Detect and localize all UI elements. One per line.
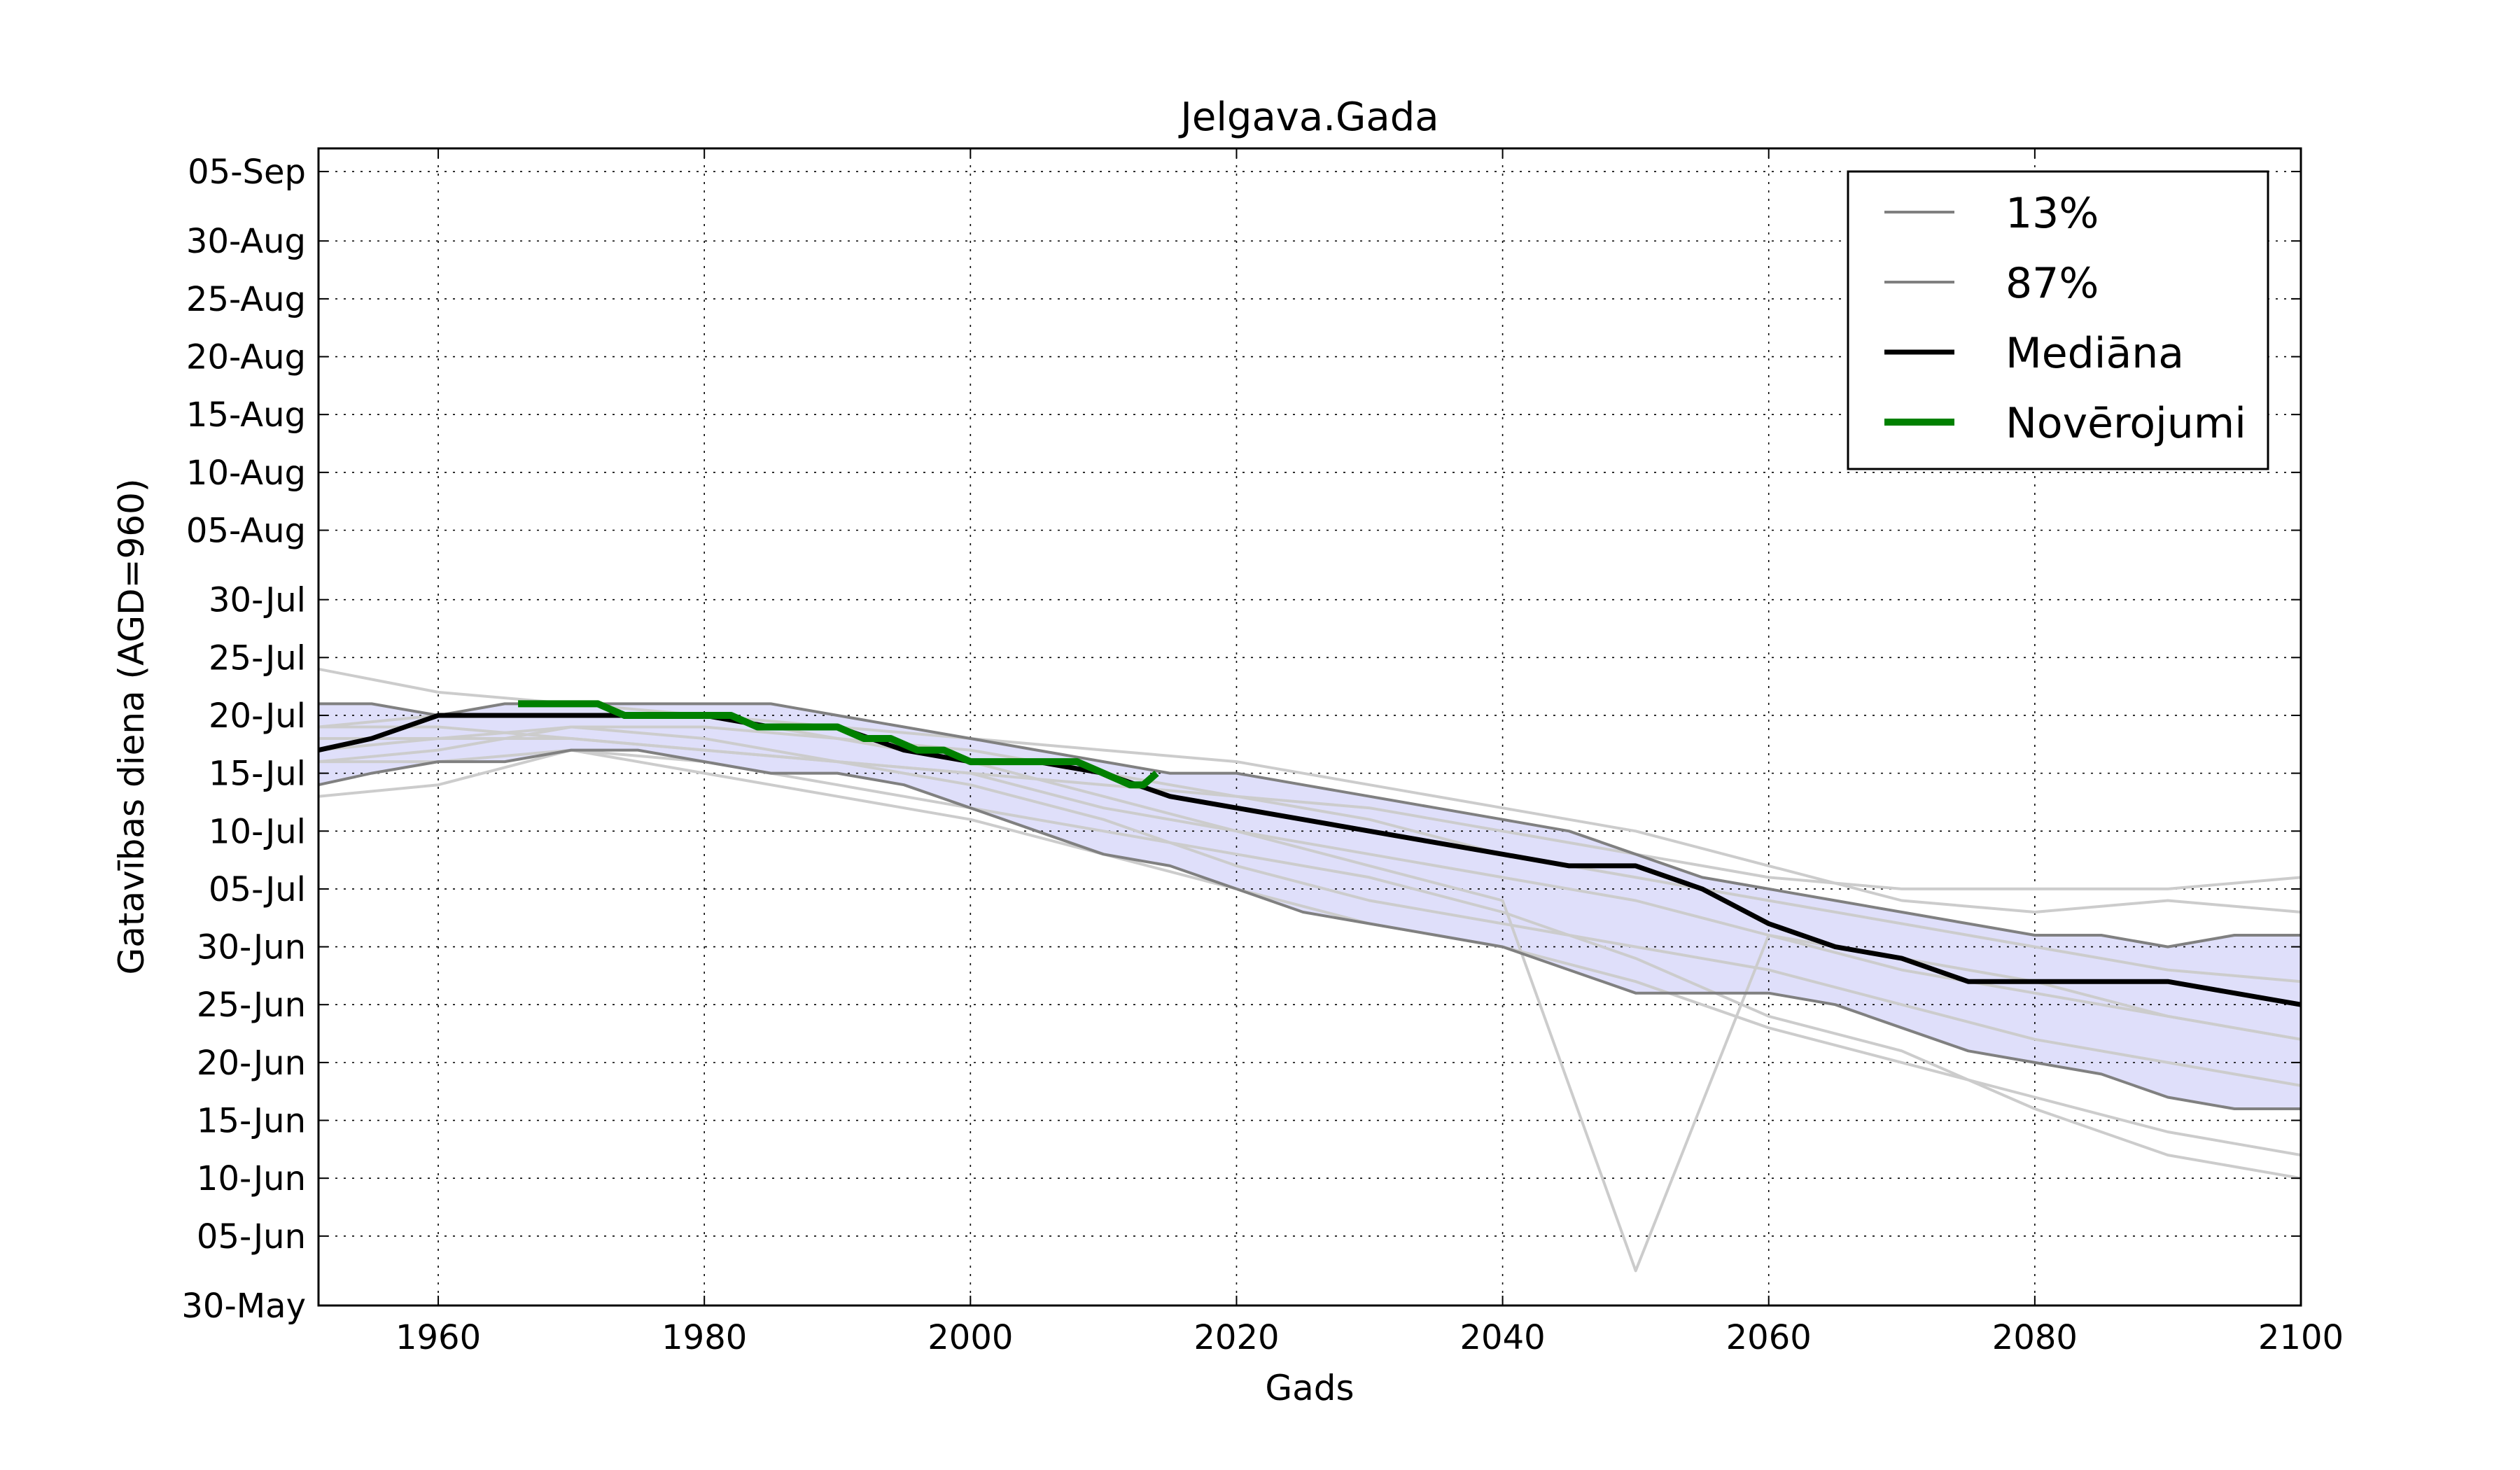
y-tick-label: 20-Aug <box>186 338 306 377</box>
series-line <box>318 748 2301 1110</box>
y-tick-label: 30-Jul <box>209 581 306 620</box>
ensemble-members-layer <box>318 667 2302 1273</box>
y-tick-label: 10-Jul <box>209 812 306 851</box>
x-axis-title: Gads <box>1265 1368 1354 1408</box>
y-axis-title: Gatavības diena (AGD=960) <box>111 479 152 975</box>
y-tick-label: 10-Jun <box>197 1159 306 1198</box>
legend-label: Novērojumi <box>2005 399 2246 448</box>
plot-frame <box>317 147 2302 1307</box>
x-tick-label: 1980 <box>662 1318 747 1357</box>
y-tick-label: 25-Jul <box>209 638 306 678</box>
x-tick-label: 1960 <box>396 1318 481 1357</box>
series-line <box>518 700 1159 789</box>
y-tick-label: 05-Jul <box>209 870 306 909</box>
x-tick-label: 2060 <box>1726 1318 1812 1357</box>
x-tick-label: 2100 <box>2258 1318 2344 1357</box>
series-layer <box>318 700 2302 1110</box>
y-tick-label: 15-Aug <box>186 396 306 435</box>
ensemble-member-line <box>318 725 2302 1087</box>
y-tick-label: 20-Jul <box>209 696 306 736</box>
chart-title: Jelgava.Gada <box>1178 94 1438 140</box>
y-tick-label: 20-Jun <box>197 1044 306 1083</box>
uncertainty-band-layer <box>318 704 2301 1109</box>
y-tick-label: 05-Jun <box>197 1217 306 1256</box>
legend-label: Mediāna <box>2005 329 2184 378</box>
ensemble-member-line <box>318 748 2302 1180</box>
ticks-layer: 1960 1980 2000 2020 2040 2060 2080 2100 30-May 05… <box>181 148 2344 1357</box>
legend-label: 87% <box>2005 259 2099 308</box>
y-tick-label: 25-Jun <box>197 986 306 1025</box>
y-tick-label: 05-Aug <box>186 511 306 550</box>
y-tick-label: 05-Sep <box>188 153 306 192</box>
x-tick-label: 2020 <box>1194 1318 1279 1357</box>
legend: 13% 87% Mediāna Novērojumi <box>1847 170 2269 470</box>
x-tick-label: 2080 <box>1992 1318 2078 1357</box>
y-tick-label: 30-Jun <box>197 928 306 967</box>
x-tick-label: 2040 <box>1460 1318 1546 1357</box>
y-tick-label: 15-Jun <box>197 1102 306 1141</box>
ensemble-member-line <box>318 667 2302 1273</box>
y-tick-label: 25-Aug <box>186 280 306 319</box>
percentile-band <box>318 704 2301 1109</box>
legend-label: 13% <box>2005 189 2099 238</box>
y-tick-label: 30-May <box>181 1287 306 1326</box>
x-tick-label: 2000 <box>927 1318 1013 1357</box>
y-tick-label: 30-Aug <box>186 222 306 261</box>
ensemble-member-line <box>318 725 2302 983</box>
series-line <box>318 702 2301 948</box>
y-tick-label: 15-Jul <box>209 755 306 794</box>
y-tick-label: 10-Aug <box>186 454 306 493</box>
